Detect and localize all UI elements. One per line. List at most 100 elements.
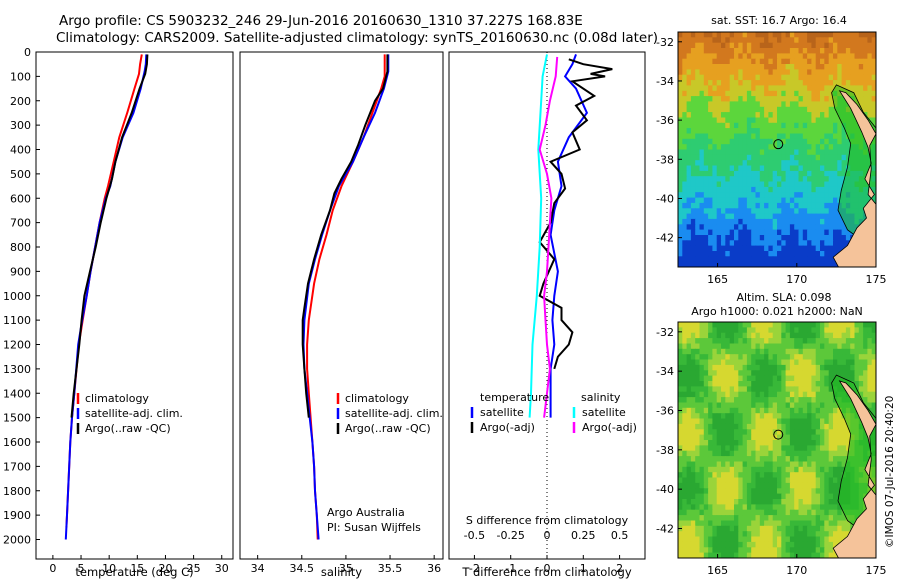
map-cell (699, 256, 705, 263)
map-cell (686, 85, 692, 92)
map-cell (742, 472, 748, 479)
map-cell (828, 37, 834, 44)
map-cell (798, 547, 804, 554)
map-cell (781, 413, 787, 420)
map-cell (802, 541, 808, 548)
map-cell (828, 122, 834, 129)
map-cell (755, 229, 761, 236)
map-cell (703, 338, 709, 345)
map-cell (755, 48, 761, 54)
map-cell (789, 466, 795, 473)
map-cell (850, 343, 856, 350)
map-cell (833, 525, 838, 532)
map-cell (802, 90, 808, 97)
map-cell (772, 343, 778, 350)
map-cell (858, 32, 864, 38)
map-cell (738, 418, 744, 425)
map-cell (699, 202, 705, 209)
map-cell (738, 397, 744, 404)
map-cell (699, 413, 705, 420)
map-cell (837, 117, 843, 124)
map-cell (764, 251, 769, 257)
map-cell (759, 348, 765, 355)
map-cell (712, 434, 718, 441)
map-cell (794, 186, 800, 193)
map-cell (841, 74, 847, 81)
legend-header-temperature: temperature (480, 391, 549, 404)
map-cell (695, 343, 701, 350)
map-cell (708, 525, 713, 532)
map-cell (789, 149, 795, 156)
map-cell (824, 74, 830, 81)
map-cell (716, 375, 722, 382)
t-difference-tick-label: 2 (616, 562, 623, 575)
map-cell (837, 531, 843, 538)
map-cell (820, 541, 825, 548)
depth-tick-labels: 0100200300400500600700800900100011001200… (3, 46, 40, 547)
map-cell (695, 181, 701, 188)
map-cell (742, 122, 748, 129)
map-cell (746, 391, 752, 398)
map-cell (729, 128, 735, 134)
map-cell (738, 192, 744, 199)
map-cell (721, 261, 726, 267)
map-cell (768, 245, 774, 252)
map-cell (802, 235, 808, 241)
map-cell (729, 413, 735, 420)
map-cell (759, 338, 765, 345)
map-cell (699, 531, 705, 538)
map-cell (815, 536, 821, 543)
map-cell (841, 348, 847, 355)
map-cell (746, 224, 752, 231)
map-cell (815, 176, 821, 183)
map-cell (824, 181, 830, 188)
map-cell (802, 525, 808, 532)
map-cell (863, 85, 868, 92)
map-cell (755, 176, 761, 183)
map-cell (738, 112, 744, 118)
map-cell (815, 493, 821, 500)
map-cell (712, 106, 718, 113)
map-cell (721, 229, 726, 236)
map-cell (695, 520, 701, 527)
map-cell (708, 138, 713, 145)
map-cell (854, 348, 860, 355)
map-cell (695, 106, 701, 113)
map-cell (802, 375, 808, 382)
map-cell (682, 245, 688, 252)
map-cell (721, 37, 726, 44)
map-cell (858, 332, 864, 339)
map-cell (721, 90, 726, 97)
map-cell (738, 229, 744, 236)
map-cell (837, 477, 843, 484)
map-cell (708, 154, 713, 161)
map-cell (854, 80, 860, 86)
map-cell (837, 74, 843, 81)
map-cell (833, 245, 838, 252)
map-cell (815, 515, 821, 522)
map-cell (837, 466, 843, 473)
map-cell (725, 42, 731, 49)
land-new-zealand (832, 380, 876, 558)
map-cell (811, 541, 817, 548)
map-cell (699, 176, 705, 183)
map-cell (729, 181, 735, 188)
map-cell (699, 541, 705, 548)
map-cell (824, 58, 830, 65)
map-cell (695, 418, 701, 425)
map-cell (678, 338, 683, 345)
map-cell (686, 434, 692, 441)
map-cell (742, 536, 748, 543)
map-cell (867, 332, 873, 339)
map-cell (725, 488, 731, 495)
salinity-series-line (301, 54, 389, 418)
map-cell (777, 440, 782, 446)
map-cell (820, 218, 825, 225)
map-cell (729, 37, 735, 44)
map-cell (742, 520, 748, 527)
map-cell (807, 128, 812, 134)
map-cell (811, 53, 817, 60)
map-cell (828, 128, 834, 134)
map-cell (686, 477, 692, 484)
map-cell (824, 440, 830, 446)
